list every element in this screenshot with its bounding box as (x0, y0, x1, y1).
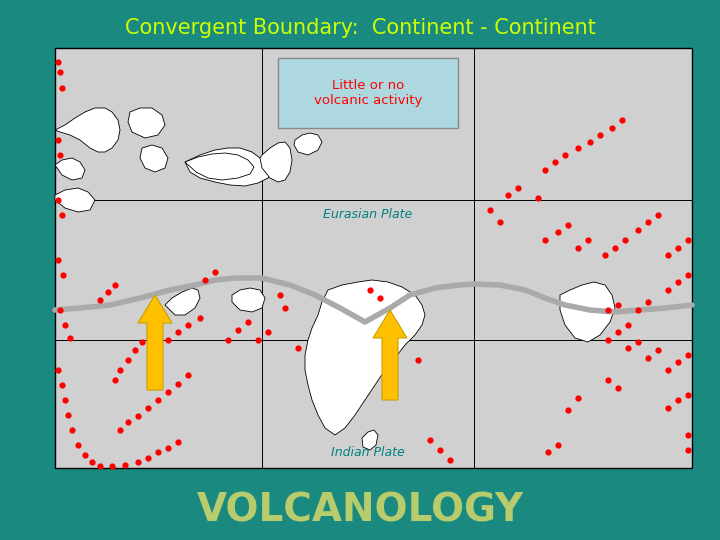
FancyArrow shape (138, 295, 172, 390)
Text: Little or no
volcanic activity: Little or no volcanic activity (314, 79, 422, 107)
Polygon shape (362, 430, 378, 450)
FancyArrow shape (373, 310, 407, 400)
Polygon shape (165, 288, 200, 315)
Polygon shape (305, 280, 425, 435)
Polygon shape (294, 133, 322, 155)
Polygon shape (260, 142, 292, 182)
Polygon shape (140, 145, 168, 172)
Polygon shape (185, 153, 254, 180)
Text: Convergent Boundary:  Continent - Continent: Convergent Boundary: Continent - Contine… (125, 18, 595, 38)
Polygon shape (232, 288, 265, 312)
Polygon shape (185, 148, 272, 186)
Text: VOLCANOLOGY: VOLCANOLOGY (197, 491, 523, 529)
Polygon shape (55, 108, 120, 152)
FancyBboxPatch shape (278, 58, 458, 128)
Polygon shape (55, 158, 85, 180)
Polygon shape (128, 108, 165, 138)
Bar (55, 48, 692, 468)
Text: Indian Plate: Indian Plate (331, 446, 405, 458)
Text: Eurasian Plate: Eurasian Plate (323, 208, 413, 221)
Polygon shape (55, 188, 95, 212)
Polygon shape (560, 282, 615, 342)
